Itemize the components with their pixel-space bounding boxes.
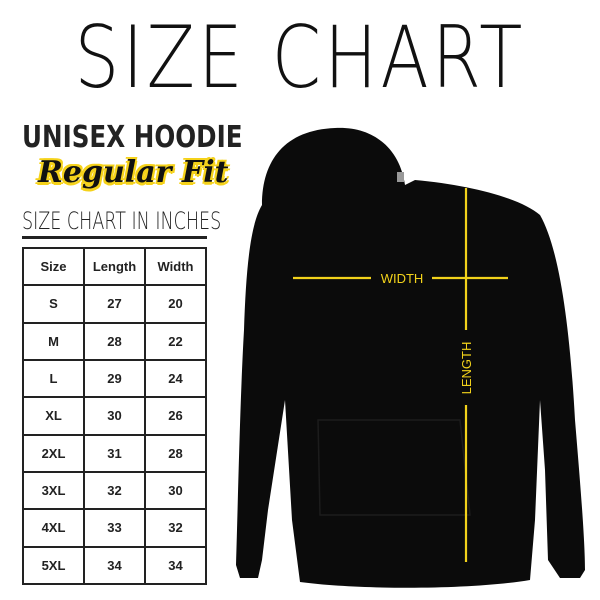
table-cell: 4XL xyxy=(22,508,85,548)
table-cell: 32 xyxy=(144,508,207,548)
units-caption: SIZE CHART IN INCHES xyxy=(22,207,222,235)
measure-lines xyxy=(293,188,508,562)
table-cell: 26 xyxy=(144,396,207,436)
table-cell: 3XL xyxy=(22,470,85,511)
caption-underline xyxy=(22,236,207,239)
table-cell: 28 xyxy=(144,433,207,473)
size-table: Size Length Width S 27 20 M 28 22 L 29 24 XL 30 26 2… xyxy=(22,246,207,586)
table-row: 2XL 31 28 xyxy=(22,433,207,473)
table-cell: 34 xyxy=(83,545,146,586)
header-cell: Width xyxy=(144,246,207,287)
pocket-outline xyxy=(317,419,471,516)
table-cell: 2XL xyxy=(22,433,85,473)
page-title: SIZE CHART xyxy=(74,8,526,108)
table-row: XL 30 26 xyxy=(22,396,207,436)
table-cell: 30 xyxy=(83,396,146,436)
table-cell: M xyxy=(22,321,85,361)
table-cell: L xyxy=(22,358,85,399)
hoodie-tag xyxy=(397,172,404,182)
width-label: WIDTH xyxy=(381,271,424,286)
hoodie-silhouette xyxy=(236,127,585,588)
table-row: S 27 20 xyxy=(22,284,207,324)
table-row: 4XL 33 32 xyxy=(22,508,207,548)
table-cell: 30 xyxy=(144,470,207,511)
table-cell: 5XL xyxy=(22,545,85,586)
header-cell: Size xyxy=(22,246,85,287)
table-row: L 29 24 xyxy=(22,358,207,399)
table-cell: 34 xyxy=(144,545,207,586)
table-cell: 31 xyxy=(83,433,146,473)
product-name: UNISEX HOODIE xyxy=(22,120,243,155)
table-row: 5XL 34 34 xyxy=(22,545,207,586)
table-cell: 22 xyxy=(144,321,207,361)
table-row: 3XL 32 30 xyxy=(22,470,207,511)
table-cell: 32 xyxy=(83,470,146,511)
length-label: LENGTH xyxy=(459,342,474,395)
table-cell: XL xyxy=(22,396,85,436)
table-cell: 33 xyxy=(83,508,146,548)
fit-label: Regular Fit xyxy=(38,155,229,190)
table-cell: 20 xyxy=(144,284,207,324)
table-cell: 28 xyxy=(83,321,146,361)
table-cell: 27 xyxy=(83,284,146,324)
table-cell: 29 xyxy=(83,358,146,399)
table-cell: S xyxy=(22,284,85,324)
table-header-row: Size Length Width xyxy=(22,246,207,287)
table-cell: 24 xyxy=(144,358,207,399)
header-cell: Length xyxy=(83,246,146,287)
table-row: M 28 22 xyxy=(22,321,207,361)
